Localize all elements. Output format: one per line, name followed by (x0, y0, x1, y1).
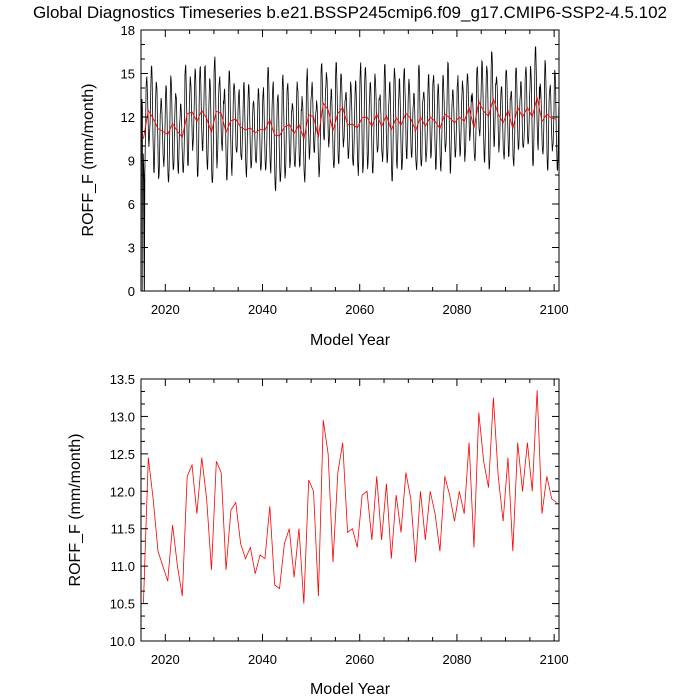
top-annual-line (142, 97, 557, 141)
bottom-xtick-label: 2080 (442, 652, 471, 667)
top-plot-marks (140, 46, 560, 292)
bottom-ytick-label: 10.0 (110, 634, 135, 649)
bottom-ytick-label: 12.5 (110, 447, 135, 462)
bottom-ytick-label: 13.5 (110, 372, 135, 387)
figure-title: Global Diagnostics Timeseries b.e21.BSSP… (33, 3, 667, 22)
top-ytick-label: 15 (121, 67, 135, 82)
top-axis-ticks: 0 3 6 9 12 15 18 2020 2040 2060 2080 2100 (121, 23, 569, 317)
bottom-ytick-label: 11.5 (111, 522, 135, 537)
bottom-axis-ticks: 10.0 10.5 11.0 11.5 12.0 12.5 13.0 13.5 2020 2040… (110, 372, 569, 667)
top-ytick-label: 9 (128, 154, 135, 169)
bottom-plot-frame (140, 378, 560, 642)
bottom-ytick-label: 12.0 (110, 484, 135, 499)
top-xtick-label: 2040 (248, 302, 277, 317)
top-ytick-label: 0 (128, 284, 135, 299)
top-x-axis-label: Model Year (310, 332, 391, 349)
bottom-xtick-label: 2040 (248, 652, 277, 667)
top-xtick-label: 2080 (442, 302, 471, 317)
bottom-panel: 10.0 10.5 11.0 11.5 12.0 12.5 13.0 13.5 2020 2040… (67, 372, 569, 698)
top-y-axis-label: ROFF_F (mm/month) (80, 84, 97, 237)
top-ytick-label: 6 (128, 197, 135, 212)
top-ytick-label: 12 (121, 110, 135, 125)
bottom-x-axis-label: Model Year (310, 681, 391, 698)
top-xtick-label: 2060 (345, 302, 374, 317)
top-xtick-label: 2020 (151, 302, 180, 317)
bottom-xtick-label: 2020 (151, 652, 180, 667)
bottom-ytick-label: 10.5 (110, 597, 135, 612)
bottom-xtick-label: 2100 (540, 652, 569, 667)
top-ytick-label: 18 (121, 23, 135, 38)
top-plot-frame (140, 29, 560, 292)
top-monthly-line (140, 46, 560, 292)
bottom-y-axis-label: ROFF_F (mm/month) (67, 434, 84, 587)
bottom-plot-marks (143, 390, 557, 604)
bottom-ytick-label: 13.0 (110, 409, 135, 424)
top-xtick-label: 2100 (540, 302, 569, 317)
bottom-ytick-label: 11.0 (111, 559, 135, 574)
bottom-xtick-label: 2060 (345, 652, 374, 667)
top-panel: 0 3 6 9 12 15 18 2020 2040 2060 2080 2100 Model Yea… (80, 23, 569, 349)
top-ytick-label: 3 (128, 241, 135, 256)
bottom-annual-line (143, 390, 557, 604)
